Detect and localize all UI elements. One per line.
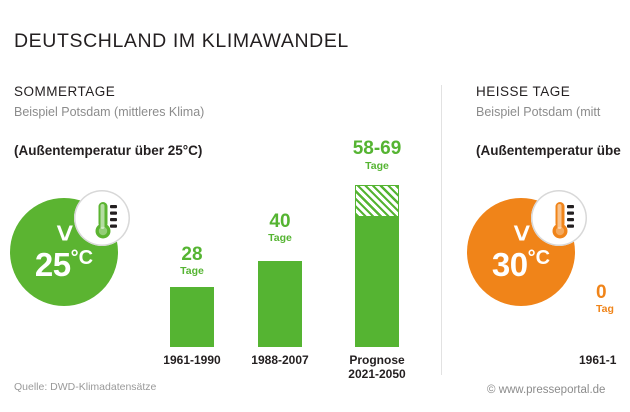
bar-label-3: Prognose 2021-2050 <box>337 353 417 381</box>
bar-value-2: 40 <box>269 211 291 232</box>
thermometer-icon <box>552 202 574 239</box>
credit-url: www.presseportal.de <box>498 384 606 396</box>
page-title: DEUTSCHLAND IM KLIMAWANDEL <box>14 30 349 52</box>
section-title-sommertage: SOMMERTAGE <box>14 84 116 99</box>
bar-1961-1990 <box>170 287 214 347</box>
bar-value-heisse-1: 0 <box>596 282 607 303</box>
badge-temperature-value-orange: 30 <box>491 246 528 283</box>
bar-label-3-line1: Prognose <box>349 353 405 367</box>
bar-1988-2007 <box>258 261 302 347</box>
section-subtitle-heisse-tage: Beispiel Potsdam (mitt <box>476 105 601 119</box>
badge-30c: > 30°C <box>467 190 587 306</box>
bar-label-heisse-1: 1961-1 <box>579 353 617 367</box>
section-title-heisse-tage: HEISSE TAGE <box>476 84 571 99</box>
badge-25c: > 25°C <box>10 190 130 306</box>
bar-unit-heisse-1: Tag <box>596 303 614 315</box>
section-condition-heisse-tage: (Außentemperatur übe <box>476 143 621 158</box>
thermometer-icon <box>95 202 117 239</box>
badge-degree-unit-orange: °C <box>527 247 551 269</box>
bar-value-3: 58-69 <box>352 138 402 159</box>
badge-degree-unit: °C <box>70 247 94 269</box>
bar-label-1: 1961-1990 <box>163 353 221 367</box>
thermometer-bubble-orange <box>531 190 587 246</box>
bar-prognose-hatched-range <box>355 185 399 217</box>
panel-sommertage: SOMMERTAGE Beispiel Potsdam (mittleres K… <box>10 84 417 381</box>
credit-note: © www.presseportal.de <box>487 384 605 396</box>
panel-heisse-tage: HEISSE TAGE Beispiel Potsdam (mitt (Auße… <box>441 0 630 412</box>
copyright-icon: © <box>487 384 496 396</box>
badge-temperature: 25°C <box>10 248 118 281</box>
badge-temperature-orange: 30°C <box>467 248 575 281</box>
bar-label-2: 1988-2007 <box>251 353 309 367</box>
bar-prognose-2021-2050 <box>355 217 399 347</box>
bar-value-1: 28 <box>181 244 203 265</box>
bar-label-3-line2: 2021-2050 <box>348 367 406 382</box>
bar-unit-1: Tage <box>180 265 204 277</box>
source-note: Quelle: DWD-Klimadatensätze <box>14 381 157 393</box>
section-condition-sommertage: (Außentemperatur über 25°C) <box>14 143 203 158</box>
bar-unit-3: Tage <box>365 160 389 172</box>
badge-temperature-value: 25 <box>34 246 71 283</box>
panel-divider <box>441 85 442 375</box>
section-subtitle-sommertage: Beispiel Potsdam (mittleres Klima) <box>14 105 205 119</box>
thermometer-bubble-green <box>74 190 130 246</box>
bar-unit-2: Tage <box>268 232 292 244</box>
